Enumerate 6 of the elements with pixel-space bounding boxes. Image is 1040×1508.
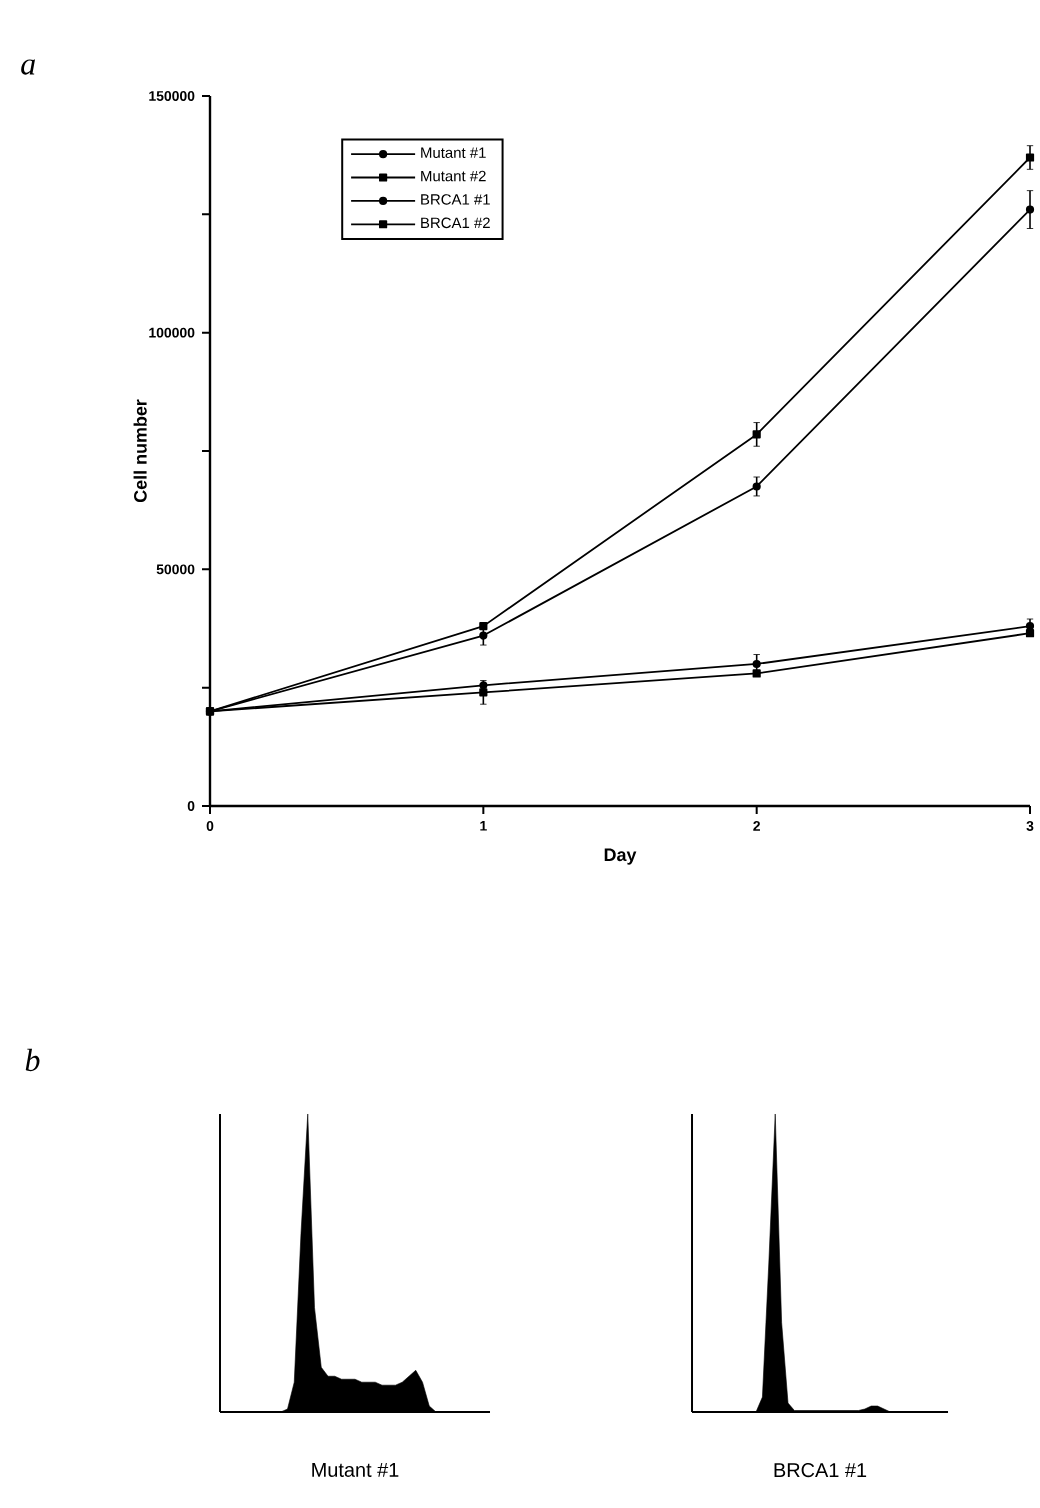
chart-title: a bbox=[20, 59, 35, 75]
x-axis-title: BRCA1 #1 bbox=[774, 1463, 866, 1478]
x-axis-title: Mutant #1 bbox=[312, 1463, 399, 1477]
y-axis-title: Cell number bbox=[133, 399, 147, 503]
chart-title: b bbox=[25, 1048, 40, 1072]
x-axis-title: Day bbox=[604, 848, 637, 865]
